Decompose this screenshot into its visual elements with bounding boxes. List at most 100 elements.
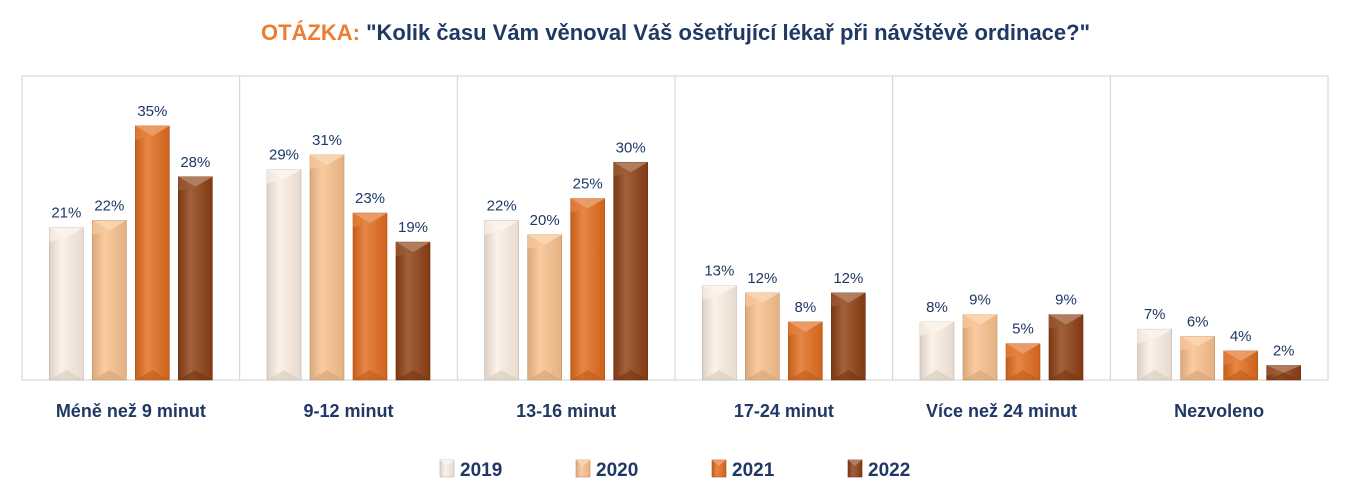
bar-bevel-left [527, 234, 545, 249]
bar-body [613, 161, 648, 381]
bar [613, 161, 648, 381]
value-label: 9% [1055, 292, 1077, 309]
bar-bevel-top [920, 321, 954, 332]
bar-body [570, 198, 605, 381]
value-label: 31% [312, 132, 342, 149]
bar-bevel-left [831, 292, 849, 307]
bar-body [962, 314, 998, 381]
bar-bevel-bottom [1137, 370, 1172, 380]
bar-body [178, 176, 213, 381]
value-label: 7% [1144, 306, 1166, 323]
value-label: 29% [269, 147, 299, 164]
bar [831, 292, 866, 381]
bar-bevel-left [178, 176, 196, 191]
bar-bevel-top [1049, 314, 1083, 325]
bar-body [745, 292, 780, 381]
legend-label: 2020 [596, 460, 638, 481]
bar-bevel-bottom [135, 370, 170, 380]
chart-title: OTÁZKA: "Kolik času Vám věnoval Váš ošet… [0, 20, 1351, 46]
bar-body [527, 234, 562, 381]
value-label: 9% [969, 292, 991, 309]
bar-bevel-left [702, 285, 720, 300]
bar-bevel-left [484, 220, 502, 235]
bar-bevel-top [963, 314, 997, 325]
legend-swatch-bevel [440, 460, 454, 466]
bar-bevel-left [1137, 329, 1155, 344]
bar-bevel-top [1006, 343, 1040, 354]
bar [702, 285, 737, 381]
bar [1223, 350, 1258, 381]
bar-bevel-bottom [1223, 370, 1258, 380]
value-label: 4% [1230, 328, 1252, 345]
bar-bevel-left [745, 292, 763, 307]
bar-bevel-left [310, 155, 327, 170]
bar [484, 220, 519, 381]
bar [1180, 336, 1215, 381]
bar [1005, 343, 1041, 381]
bar-bevel-left [353, 213, 370, 228]
bar-body [702, 285, 737, 381]
value-label: 13% [704, 263, 734, 280]
bar-bevel-bottom [1006, 370, 1040, 380]
bar-bevel-left [396, 242, 413, 257]
bar-bevel-top [702, 285, 737, 296]
bar-bevel-bottom [527, 370, 562, 380]
value-label: 25% [573, 176, 603, 193]
bar [49, 227, 84, 381]
bar [395, 241, 431, 381]
legend-item: 2022 [847, 459, 910, 481]
bar-bevel-top [527, 234, 562, 245]
bar-bevel-left [570, 198, 588, 213]
bar [309, 154, 345, 381]
bar-bevel-bottom [178, 370, 213, 380]
bar [1048, 314, 1084, 381]
value-label: 8% [926, 299, 948, 316]
bar-bevel-top [831, 292, 866, 303]
bar-body [395, 241, 431, 381]
bar [745, 292, 780, 381]
category-label: Méně než 9 minut [56, 401, 206, 421]
bar-bevel-left [1049, 314, 1066, 329]
bar-bevel-top [267, 169, 301, 180]
category-label: 17-24 minut [734, 401, 834, 421]
value-label: 19% [398, 219, 428, 236]
bar-bevel-top [613, 162, 648, 173]
bar-bevel-bottom [702, 370, 737, 380]
chart-title-prefix: OTÁZKA: [260, 20, 360, 45]
value-label: 22% [94, 197, 124, 214]
bar-bevel-top [1223, 350, 1258, 361]
bar-bevel-bottom [49, 370, 84, 380]
bar-bevel-left [1006, 343, 1023, 358]
bar-bevel-top [570, 198, 605, 209]
bar-bevel-left [963, 314, 980, 329]
value-label: 12% [833, 270, 863, 287]
bar-bevel-top [1180, 336, 1215, 347]
bar-bevel-bottom [92, 370, 127, 380]
bar-bevel-bottom [310, 370, 344, 380]
value-label: 2% [1273, 342, 1295, 359]
bar-bevel-left [49, 227, 67, 242]
bar-bevel-top [92, 220, 127, 231]
bar-bevel-bottom [920, 370, 954, 380]
bar-bevel-top [353, 213, 387, 224]
bar-bevel-bottom [745, 370, 780, 380]
bar-bevel-left [613, 162, 631, 177]
bar-bevel-top [484, 220, 519, 231]
bar-body [309, 154, 345, 381]
bar-bevel-left [1180, 336, 1198, 351]
bar-body [831, 292, 866, 381]
value-label: 21% [51, 205, 81, 222]
bar-bevel-left [920, 321, 937, 336]
bar [527, 234, 562, 381]
bar-bevel-bottom [267, 370, 301, 380]
category-label: 13-16 minut [516, 401, 616, 421]
bar-bevel-left [1266, 365, 1284, 376]
bar-bevel-left [92, 220, 110, 235]
bar-bevel-left [135, 125, 153, 140]
value-label: 12% [747, 270, 777, 287]
bars [49, 125, 1301, 381]
bar-bevel-left [1223, 350, 1241, 365]
bar-bevel-bottom [396, 370, 430, 380]
category-label: Nezvoleno [1174, 401, 1264, 421]
